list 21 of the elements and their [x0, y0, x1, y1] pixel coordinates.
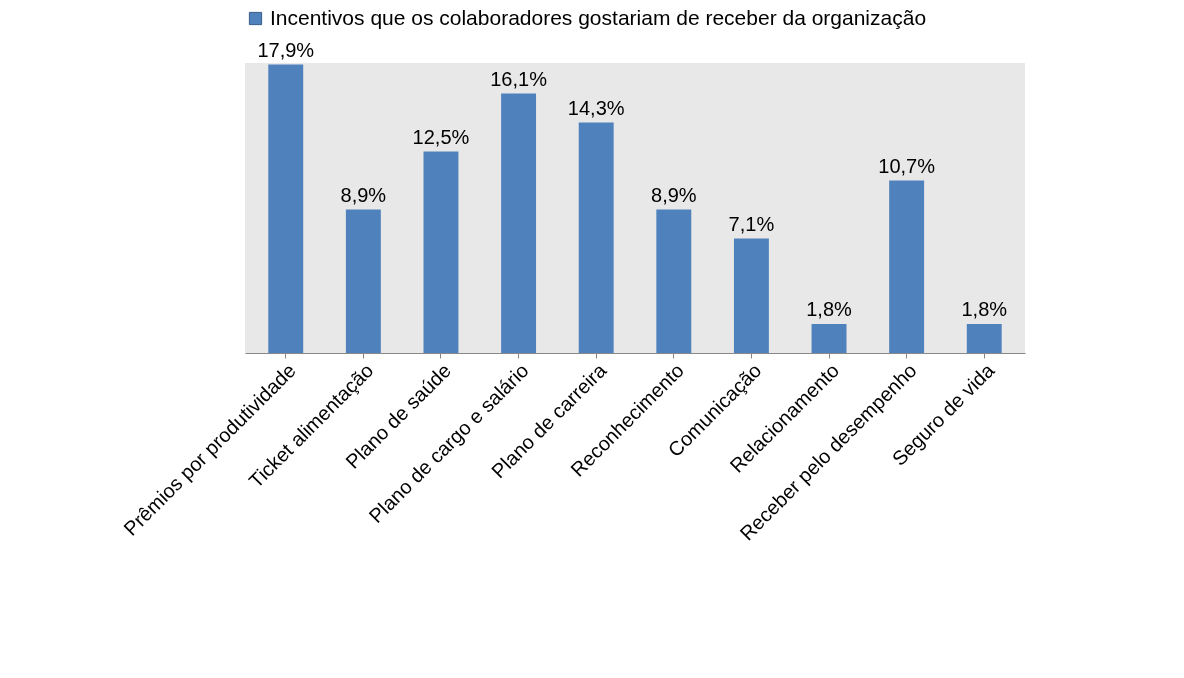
bar	[423, 151, 459, 353]
bar	[966, 324, 1002, 353]
bar	[501, 93, 537, 353]
data-label: 7,1%	[728, 212, 775, 235]
data-label: 8,9%	[651, 183, 697, 206]
data-label: 1,8%	[806, 298, 853, 320]
bar	[268, 64, 304, 353]
data-label: 12,5%	[412, 125, 470, 148]
legend-label: Incentivos que os colaboradores gostariam de receber da organização	[270, 5, 927, 29]
bar	[656, 209, 692, 353]
bar	[889, 180, 925, 353]
bar	[578, 122, 614, 353]
bar	[345, 209, 381, 353]
data-label: 14,3%	[567, 96, 625, 119]
data-label: 1,8%	[961, 298, 1008, 320]
bar	[811, 324, 847, 353]
data-label: 10,7%	[878, 154, 936, 177]
data-label: 16,1%	[490, 67, 548, 90]
bar	[733, 238, 769, 353]
data-label: 17,9%	[257, 38, 315, 61]
data-label: 8,9%	[340, 183, 387, 206]
